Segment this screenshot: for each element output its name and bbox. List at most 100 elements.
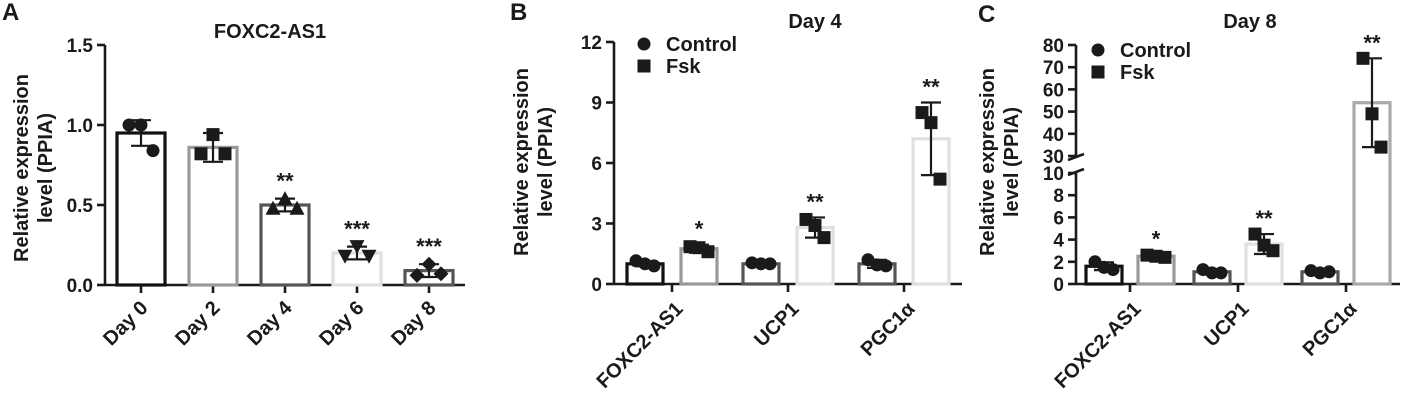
panel-b-point-control-2-2 (879, 259, 893, 273)
panel-a-plot: 0.0 0.5 1.0 1.5 Day 0 Day 2 Day 4 ** Day 6 *** Day… (67, 36, 465, 350)
panel-c-ytick-lower-4-label: 8 (1053, 186, 1064, 207)
panel-b-legend-marker-fsk (637, 59, 651, 73)
panel-c-point-control-1-2 (1214, 266, 1228, 280)
panel-c-title: Day 8 (1223, 11, 1276, 33)
panel-c-ylabel-line2: level (PPIA) (1001, 107, 1023, 217)
panel-a-ytick-1-label: 0.5 (67, 196, 94, 217)
panel-c-ytick-lower-1-label: 2 (1053, 253, 1064, 274)
panel-a-category-label-3: Day 6 (315, 297, 368, 350)
panel-c-ytick-upper-5-label: 80 (1043, 36, 1064, 57)
panel-a-point-2-1 (265, 200, 281, 215)
panel-b-title: Day 4 (788, 11, 842, 33)
panel-c-category-label-2: PGC1α (1299, 297, 1362, 360)
panel-a-ytick-2-label: 1.0 (67, 116, 93, 137)
panel-c: Day 8 Relative expression level (PPIA) (977, 11, 1277, 256)
panel-b-significance-0: * (695, 217, 704, 242)
panel-b-point-control-1-2 (763, 257, 777, 271)
panel-c-legend-label-control: Control (1120, 40, 1191, 62)
panel-c-ytick-lower-0-label: 0 (1053, 275, 1064, 296)
panel-c-legend-marker-fsk (1091, 65, 1105, 79)
panel-a-point-3-2 (361, 249, 377, 264)
panel-c-ytick-upper-3-label: 60 (1043, 80, 1064, 101)
panel-c-point-fsk-2-1 (1365, 107, 1379, 121)
panel-b-category-label-1: UCP1 (750, 298, 803, 351)
panel-c-category-label-0: FOXC2-AS1 (1051, 298, 1146, 393)
panel-a-category-label-0: Day 0 (99, 297, 152, 350)
panel-a-bar-0 (115, 131, 167, 287)
panel-a-point-0-0 (134, 118, 148, 132)
panel-b-point-fsk-2-1 (924, 116, 938, 130)
panel-b-ytick-3-label: 9 (591, 94, 602, 115)
panel-a-point-4-0 (421, 256, 437, 272)
panel-b: Day 4 Relative expression level (PPIA) (511, 11, 843, 256)
panel-a-point-0-1 (122, 118, 136, 132)
panel-c-point-fsk-1-2 (1266, 244, 1280, 258)
panel-a: FOXC2-AS1 Relative expression level (PPI… (11, 21, 326, 262)
panel-c-point-fsk-1-0 (1248, 227, 1262, 241)
panel-b-significance-2: ** (922, 75, 940, 100)
panel-c-point-fsk-2-0 (1356, 51, 1370, 65)
panel-a-point-4-2 (433, 266, 449, 282)
panel-b-point-control-0-2 (647, 259, 661, 273)
panel-c-ylabel-line1: Relative expression (977, 68, 999, 256)
panel-a-point-4-1 (409, 267, 425, 283)
panel-c-point-fsk-0-2 (1158, 250, 1172, 264)
panel-a-point-2-0 (277, 191, 293, 206)
panel-c-ytick-lower-2-label: 4 (1053, 231, 1064, 252)
panel-b-legend-label-fsk: Fsk (666, 56, 701, 78)
panel-letter-c: C (978, 1, 995, 28)
panel-b-ylabel-line1: Relative expression (511, 68, 533, 256)
panel-a-ylabel-line2: level (PPIA) (35, 113, 57, 223)
panel-a-ytick-3-label: 1.5 (67, 36, 94, 57)
panel-b-legend-marker-control (637, 37, 651, 51)
panel-a-point-1-2 (218, 147, 232, 161)
panel-a-point-3-0 (349, 240, 365, 255)
panel-c-ytick-upper-2-label: 50 (1043, 103, 1064, 124)
panel-c-ytick-upper-4-label: 70 (1043, 58, 1064, 79)
panel-c-significance-1: ** (1255, 206, 1273, 231)
panel-c-ytick-upper-1-label: 40 (1043, 125, 1064, 146)
panel-b-ylabel-line2: level (PPIA) (535, 107, 557, 217)
panel-b-category-label-0: FOXC2-AS1 (593, 298, 688, 393)
panel-a-point-2-2 (289, 200, 305, 215)
panel-a-bar-2 (259, 203, 311, 287)
panel-b-point-fsk-1-2 (817, 231, 831, 245)
panel-c-point-control-2-2 (1322, 265, 1336, 279)
panel-a-point-3-1 (337, 249, 353, 264)
panel-c-category-label-1: UCP1 (1200, 298, 1253, 351)
panel-a-category-label-1: Day 2 (171, 297, 224, 350)
panel-c-ytick-upper-0-label: 30 (1043, 147, 1064, 168)
panel-c-legend-marker-control (1091, 43, 1105, 57)
panel-letter-b: B (510, 0, 527, 26)
panel-b-legend-label-control: Control (666, 34, 737, 56)
panel-b-category-label-2: PGC1α (857, 297, 920, 360)
panel-a-significance-3: *** (344, 217, 370, 242)
panel-a-point-1-1 (194, 147, 208, 161)
panel-a-category-label-4: Day 8 (387, 297, 440, 350)
panel-c-ytick-lower-5-label: 10 (1043, 164, 1064, 185)
panel-b-point-fsk-2-2 (933, 172, 947, 186)
panel-a-title: FOXC2-AS1 (214, 21, 326, 43)
panel-b-point-fsk-0-2 (701, 245, 715, 259)
panel-b-ytick-1-label: 3 (591, 215, 602, 236)
panel-a-ytick-0-label: 0.0 (67, 276, 93, 297)
panel-c-point-control-1-1 (1205, 266, 1219, 280)
panel-b-ytick-0-label: 0 (591, 275, 602, 296)
panel-a-category-label-2: Day 4 (243, 296, 297, 350)
panel-b-point-fsk-2-0 (915, 106, 929, 120)
panel-b-ytick-2-label: 6 (591, 154, 602, 175)
panel-a-bar-1 (187, 145, 239, 287)
panel-c-point-fsk-2-2 (1374, 140, 1388, 154)
panel-b-significance-1: ** (806, 189, 824, 214)
panel-a-significance-2: ** (276, 169, 294, 194)
panel-c-point-control-0-2 (1106, 263, 1120, 277)
panel-b-ytick-4-label: 12 (581, 33, 602, 54)
panel-c-ytick-lower-3-label: 6 (1053, 208, 1064, 229)
panel-letter-a: A (2, 0, 19, 26)
panel-a-ylabel-line1: Relative expression (11, 74, 33, 262)
panel-c-significance-2: ** (1363, 30, 1381, 55)
